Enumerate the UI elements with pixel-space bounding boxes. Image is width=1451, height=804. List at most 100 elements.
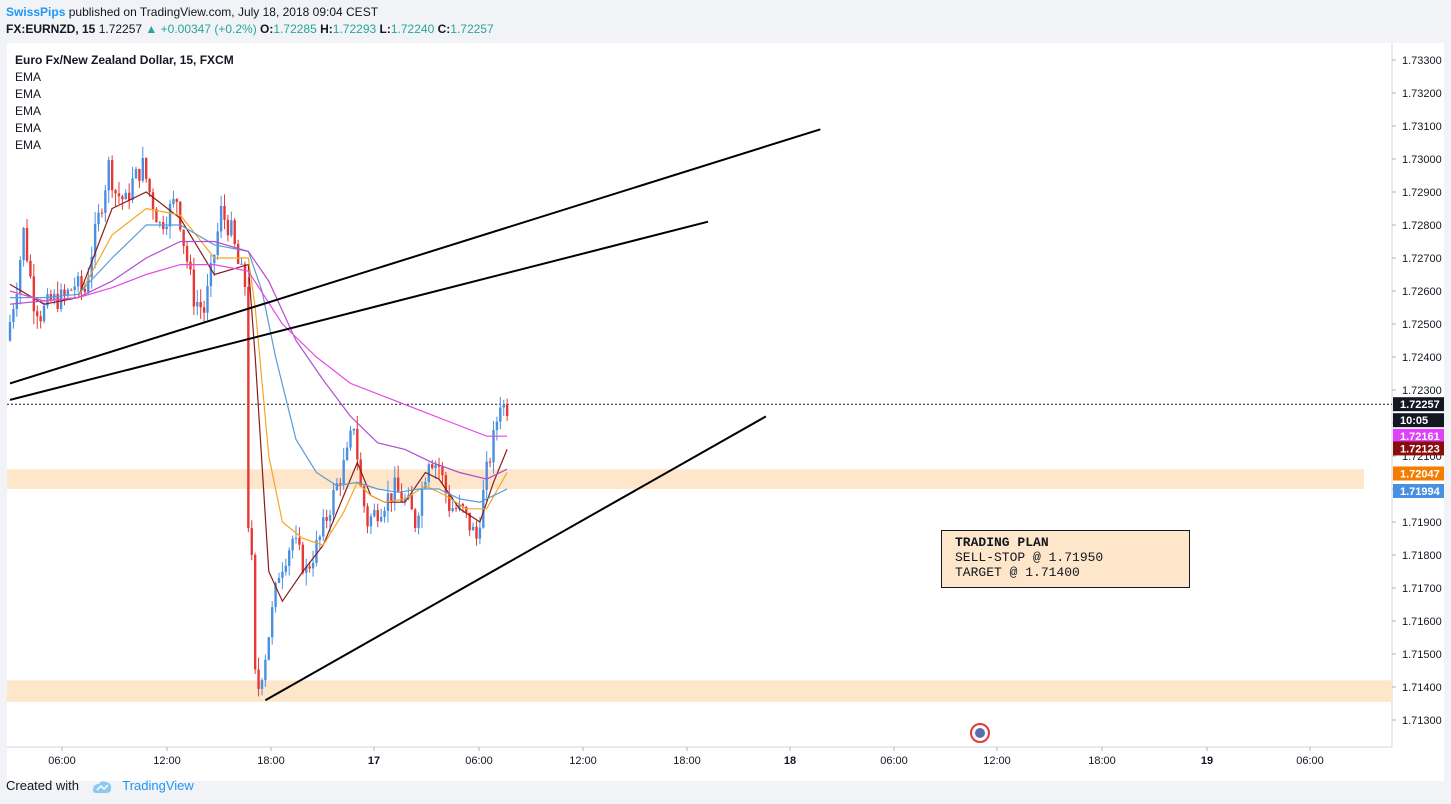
- x-tick-label: 12:00: [569, 755, 597, 767]
- y-tick-label: 1.73300: [1402, 55, 1442, 67]
- candle-body: [499, 407, 502, 422]
- trading-plan-target: TARGET @ 1.71400: [955, 565, 1080, 580]
- chart-legend: Euro Fx/New Zealand Dollar, 15, FXCM EMA…: [15, 52, 234, 154]
- price-axis-label: 1.72257: [1393, 397, 1444, 412]
- trading-plan-entry: SELL-STOP @ 1.71950: [955, 550, 1104, 565]
- candle-body: [100, 212, 104, 214]
- candle-body: [32, 276, 36, 312]
- candle-body: [417, 515, 420, 528]
- close-value: 1.72257: [450, 22, 494, 36]
- candle-body: [502, 404, 505, 408]
- y-tick-label: 1.71900: [1402, 517, 1442, 529]
- candle-body: [458, 503, 461, 509]
- publish-info: SwissPips published on TradingView.com, …: [6, 5, 378, 19]
- candle-body: [349, 430, 352, 448]
- candle-body: [12, 309, 15, 323]
- candle-body: [444, 475, 448, 494]
- candle-body: [441, 466, 444, 476]
- low-value: 1.72240: [390, 22, 435, 36]
- candle-body: [240, 263, 243, 265]
- legend-ema-1[interactable]: EMA: [15, 70, 42, 84]
- candle-body: [110, 160, 114, 191]
- candle-body: [260, 680, 264, 689]
- legend-ema-2[interactable]: EMA: [15, 87, 42, 101]
- event-marker-icon: [970, 723, 990, 743]
- candle-body: [475, 526, 478, 539]
- legend-ema-3[interactable]: EMA: [15, 104, 42, 118]
- candle-body: [390, 493, 393, 501]
- candle-body: [492, 430, 495, 463]
- y-tick-label: 1.71800: [1402, 550, 1442, 562]
- candle-body: [42, 305, 46, 322]
- candle-body: [90, 256, 93, 278]
- close-label: C:: [437, 22, 451, 36]
- candle-body: [199, 302, 202, 308]
- candle-body: [148, 178, 151, 193]
- candle-body: [165, 226, 168, 230]
- price-axis-label: 1.71994: [1393, 483, 1444, 498]
- candle-body: [270, 607, 274, 638]
- candle-body: [505, 404, 509, 416]
- price-axis-label-text: 10:05: [1400, 415, 1428, 427]
- y-tick-label: 1.72600: [1402, 286, 1442, 298]
- candle-body: [158, 222, 162, 224]
- candle-body: [301, 544, 305, 573]
- candle-body: [175, 199, 179, 202]
- x-tick-label: 06:00: [465, 755, 493, 767]
- legend-title: Euro Fx/New Zealand Dollar, 15, FXCM: [15, 53, 234, 67]
- price-axis-label-bg: [1393, 466, 1444, 481]
- candle-body: [342, 460, 345, 485]
- candle-body: [359, 459, 362, 487]
- y-tick-label: 1.72400: [1402, 352, 1442, 364]
- candle-body: [332, 489, 335, 516]
- price-axis-label-bg: [1393, 397, 1444, 412]
- tradingview-link[interactable]: TradingView: [122, 778, 194, 793]
- candle-body: [25, 227, 29, 261]
- candle-body: [107, 160, 110, 191]
- candle-body: [305, 566, 308, 573]
- candle-body: [315, 540, 318, 563]
- candle-body: [236, 244, 240, 264]
- price-axis-label-text: 1.72257: [1400, 399, 1440, 411]
- price-chart[interactable]: 1.73300 1.73200 1.73100 1.73000 1.72900 1.728…: [7, 43, 1444, 781]
- x-tick-label: 18:00: [257, 755, 285, 767]
- candle-body: [383, 510, 386, 517]
- candle-body: [267, 637, 270, 660]
- trading-plan-title: TRADING PLAN: [955, 535, 1049, 550]
- candle-body: [308, 566, 311, 569]
- y-tick-label: 1.73000: [1402, 154, 1442, 166]
- candle-body: [376, 510, 379, 522]
- y-tick-label: 1.71500: [1402, 649, 1442, 661]
- candle-body: [488, 461, 492, 463]
- price-axis-label-text: 1.72123: [1400, 443, 1440, 455]
- candle-body: [121, 196, 124, 200]
- chart-panel[interactable]: 1.73300 1.73200 1.73100 1.73000 1.72900 1.728…: [7, 43, 1444, 781]
- candle-body: [373, 510, 376, 517]
- legend-ema-5[interactable]: EMA: [15, 138, 42, 152]
- price-axis-label: 10:05: [1393, 413, 1444, 428]
- y-tick-label: 1.71300: [1402, 715, 1442, 727]
- created-with-text: Created with: [6, 778, 79, 793]
- candle-body: [274, 582, 277, 608]
- candle-body: [294, 537, 298, 539]
- candle-body: [134, 168, 138, 179]
- candle-body: [277, 577, 281, 583]
- candle-body: [189, 261, 192, 270]
- trendline-1: [9, 128, 821, 385]
- candle-body: [284, 565, 288, 572]
- candle-body: [66, 289, 70, 296]
- candle-body: [362, 486, 366, 507]
- candle-body: [97, 212, 100, 225]
- y-tick-label: 1.71700: [1402, 583, 1442, 595]
- author-link[interactable]: SwissPips: [6, 5, 66, 19]
- candle-body: [461, 503, 465, 507]
- candle-body: [192, 269, 196, 307]
- trading-plan-note[interactable]: TRADING PLAN SELL-STOP @ 1.71950 TARGET …: [941, 530, 1190, 588]
- legend-ema-4[interactable]: EMA: [15, 121, 42, 135]
- candle-body: [104, 190, 107, 213]
- candle-body: [93, 224, 97, 257]
- y-tick-label: 1.72500: [1402, 319, 1442, 331]
- x-tick-label: 06:00: [880, 755, 908, 767]
- x-tick-label: 12:00: [983, 755, 1011, 767]
- candle-body: [281, 571, 284, 578]
